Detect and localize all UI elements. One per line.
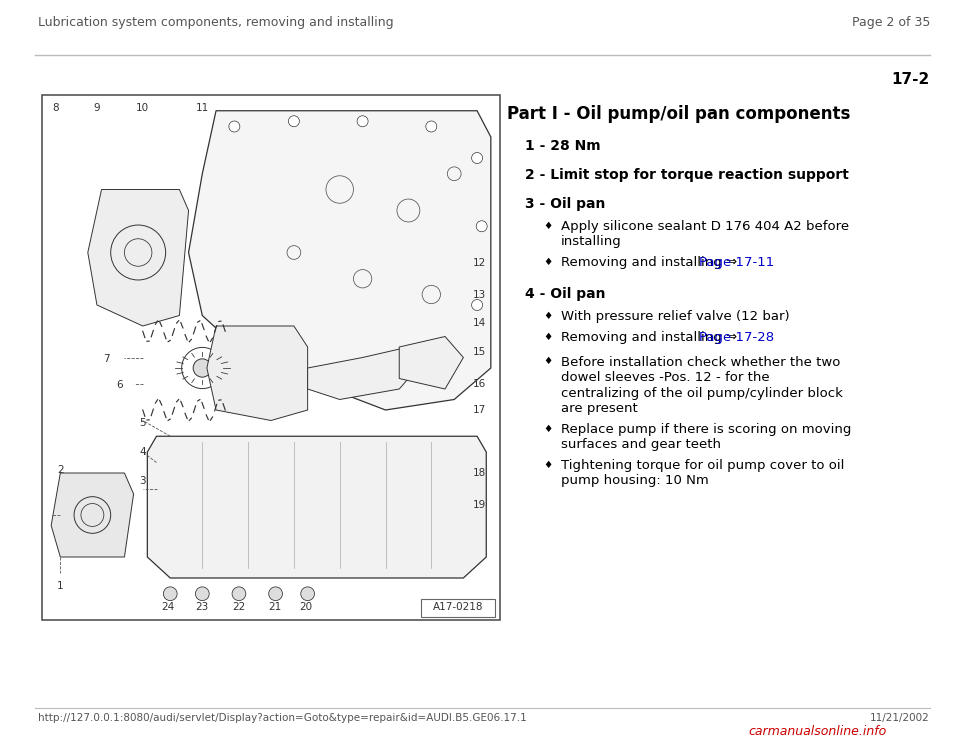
Text: are present: are present: [561, 402, 637, 415]
Text: 19: 19: [473, 499, 487, 510]
Text: ♦: ♦: [543, 311, 552, 321]
Text: ♦: ♦: [543, 424, 552, 433]
Text: 8: 8: [53, 103, 60, 113]
Text: 16: 16: [473, 378, 487, 389]
Circle shape: [357, 116, 368, 127]
Text: 2 - Limit stop for torque reaction support: 2 - Limit stop for torque reaction suppo…: [525, 168, 849, 182]
Circle shape: [476, 221, 487, 232]
Text: 17-2: 17-2: [892, 72, 930, 87]
Text: carmanualsonline.info: carmanualsonline.info: [748, 725, 886, 738]
Text: 5: 5: [139, 418, 146, 428]
Text: 6: 6: [116, 380, 123, 390]
Polygon shape: [188, 111, 491, 410]
Text: 23: 23: [196, 602, 209, 612]
Text: Tightening torque for oil pump cover to oil: Tightening torque for oil pump cover to …: [561, 459, 845, 471]
Text: Removing and installing ⇒: Removing and installing ⇒: [561, 330, 741, 344]
Text: Removing and installing ⇒: Removing and installing ⇒: [561, 256, 741, 269]
Text: With pressure relief valve (12 bar): With pressure relief valve (12 bar): [561, 310, 790, 323]
Circle shape: [471, 153, 483, 163]
Text: 9: 9: [94, 103, 100, 113]
Circle shape: [300, 587, 315, 600]
Text: 3 - Oil pan: 3 - Oil pan: [525, 197, 606, 211]
Text: ♦: ♦: [543, 459, 552, 470]
Text: 20: 20: [299, 602, 312, 612]
FancyBboxPatch shape: [421, 599, 495, 617]
Text: 11: 11: [196, 103, 209, 113]
Text: centralizing of the oil pump/cylinder block: centralizing of the oil pump/cylinder bl…: [561, 387, 843, 399]
Text: ♦: ♦: [543, 257, 552, 267]
Text: 24: 24: [161, 602, 175, 612]
Text: Page 17-11: Page 17-11: [699, 256, 775, 269]
Polygon shape: [399, 337, 464, 389]
Circle shape: [269, 587, 282, 600]
Polygon shape: [51, 473, 133, 557]
Text: 1 - 28 Nm: 1 - 28 Nm: [525, 139, 601, 153]
Text: 12: 12: [473, 258, 487, 268]
Text: 17: 17: [473, 405, 487, 415]
Text: 4 - Oil pan: 4 - Oil pan: [525, 287, 606, 301]
Text: 13: 13: [473, 289, 487, 300]
Text: 22: 22: [232, 602, 246, 612]
Text: 7: 7: [103, 353, 109, 364]
Text: pump housing: 10 Nm: pump housing: 10 Nm: [561, 474, 708, 487]
Text: 10: 10: [136, 103, 150, 113]
Text: 21: 21: [268, 602, 281, 612]
Circle shape: [196, 587, 209, 600]
Text: 18: 18: [473, 468, 487, 478]
Text: Apply silicone sealant D 176 404 A2 before: Apply silicone sealant D 176 404 A2 befo…: [561, 220, 850, 233]
Text: 11/21/2002: 11/21/2002: [871, 713, 930, 723]
Text: ♦: ♦: [543, 221, 552, 231]
Text: http://127.0.0.1:8080/audi/servlet/Display?action=Goto&type=repair&id=AUDI.B5.GE: http://127.0.0.1:8080/audi/servlet/Displ…: [38, 713, 527, 723]
Text: ♦: ♦: [543, 356, 552, 367]
Circle shape: [440, 363, 450, 373]
Text: Part I - Oil pump/oil pan components: Part I - Oil pump/oil pan components: [507, 105, 851, 123]
Text: surfaces and gear teeth: surfaces and gear teeth: [561, 438, 721, 451]
Text: 3: 3: [139, 476, 146, 486]
Text: Page 2 of 35: Page 2 of 35: [852, 16, 930, 29]
Text: ♦: ♦: [543, 332, 552, 341]
Polygon shape: [87, 189, 188, 326]
Circle shape: [163, 587, 177, 600]
Text: 14: 14: [473, 318, 487, 329]
Polygon shape: [207, 326, 307, 421]
Text: Page 17-28: Page 17-28: [699, 330, 775, 344]
Text: A17-0218: A17-0218: [433, 602, 483, 612]
Text: Lubrication system components, removing and installing: Lubrication system components, removing …: [38, 16, 394, 29]
Text: Before installation check whether the two: Before installation check whether the tw…: [561, 355, 840, 369]
Circle shape: [426, 121, 437, 132]
Circle shape: [228, 121, 240, 132]
Text: 4: 4: [139, 447, 146, 457]
Text: 2: 2: [57, 465, 63, 476]
Circle shape: [193, 359, 211, 377]
Circle shape: [471, 300, 483, 310]
Circle shape: [232, 587, 246, 600]
Bar: [42, 95, 500, 620]
Text: 15: 15: [473, 347, 487, 357]
Text: dowel sleeves -Pos. 12 - for the: dowel sleeves -Pos. 12 - for the: [561, 371, 770, 384]
Text: installing: installing: [561, 235, 622, 249]
Circle shape: [288, 116, 300, 127]
Polygon shape: [307, 347, 418, 399]
Text: Replace pump if there is scoring on moving: Replace pump if there is scoring on movi…: [561, 422, 852, 436]
Polygon shape: [147, 436, 487, 578]
Text: 1: 1: [57, 581, 63, 591]
